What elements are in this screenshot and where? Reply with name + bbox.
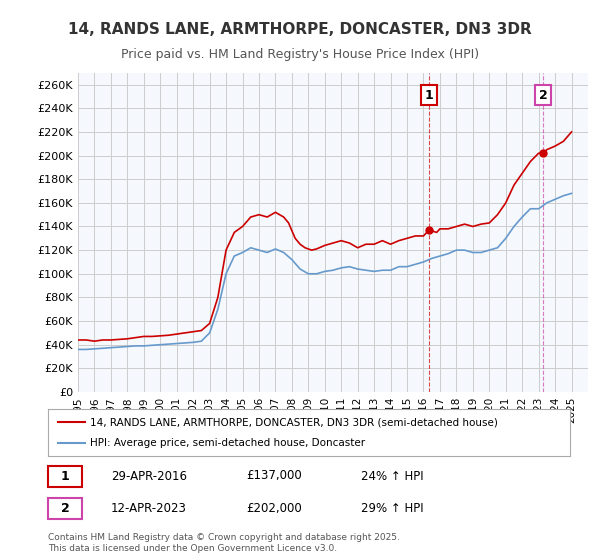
Text: £137,000: £137,000 — [247, 469, 302, 483]
Text: 14, RANDS LANE, ARMTHORPE, DONCASTER, DN3 3DR: 14, RANDS LANE, ARMTHORPE, DONCASTER, DN… — [68, 22, 532, 38]
Text: £202,000: £202,000 — [247, 502, 302, 515]
FancyBboxPatch shape — [48, 498, 82, 520]
Text: 1: 1 — [61, 469, 70, 483]
Text: 2: 2 — [539, 88, 548, 102]
FancyBboxPatch shape — [48, 465, 82, 487]
Text: Price paid vs. HM Land Registry's House Price Index (HPI): Price paid vs. HM Land Registry's House … — [121, 48, 479, 60]
Text: HPI: Average price, semi-detached house, Doncaster: HPI: Average price, semi-detached house,… — [90, 438, 365, 448]
Text: 14, RANDS LANE, ARMTHORPE, DONCASTER, DN3 3DR (semi-detached house): 14, RANDS LANE, ARMTHORPE, DONCASTER, DN… — [90, 417, 497, 427]
Text: 1: 1 — [425, 88, 433, 102]
Text: 24% ↑ HPI: 24% ↑ HPI — [361, 469, 424, 483]
Text: 29-APR-2016: 29-APR-2016 — [110, 469, 187, 483]
Text: Contains HM Land Registry data © Crown copyright and database right 2025.
This d: Contains HM Land Registry data © Crown c… — [48, 533, 400, 553]
Text: 12-APR-2023: 12-APR-2023 — [110, 502, 187, 515]
Text: 2: 2 — [61, 502, 70, 515]
Text: 29% ↑ HPI: 29% ↑ HPI — [361, 502, 424, 515]
